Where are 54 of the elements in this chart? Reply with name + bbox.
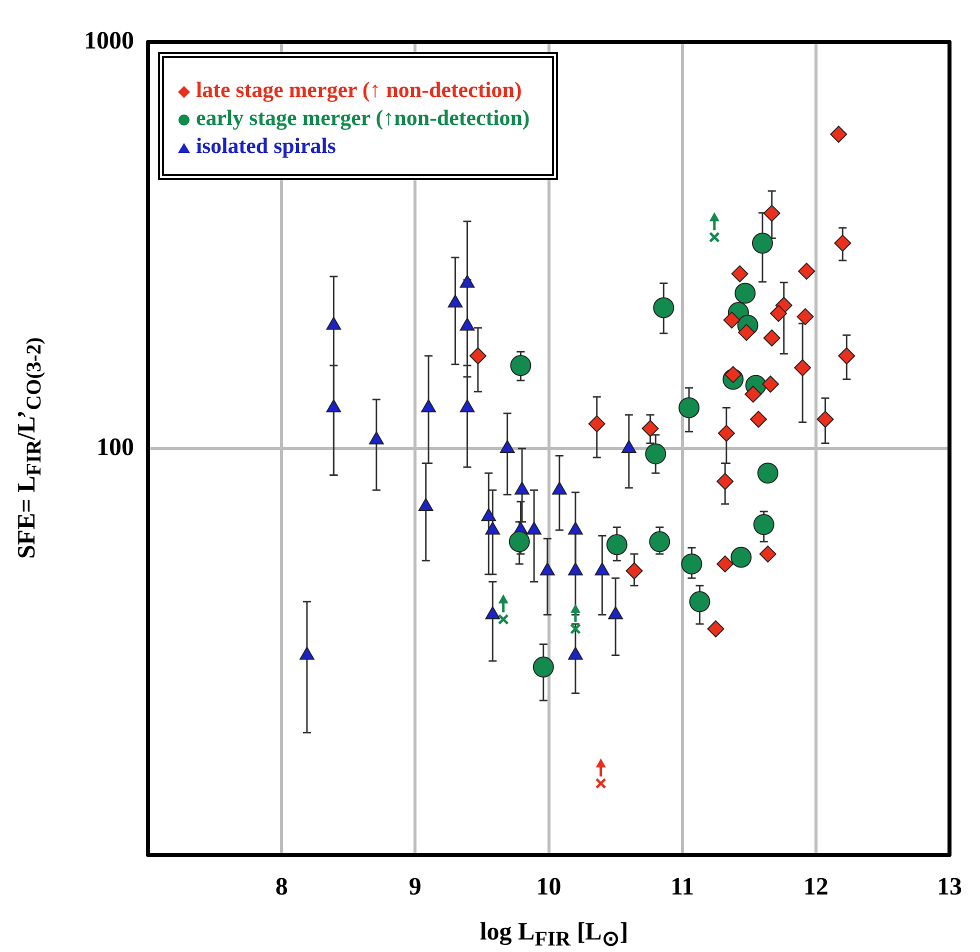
point [649,531,670,552]
point [763,329,780,346]
point [707,620,724,638]
point [645,443,666,464]
point [595,778,606,789]
point [653,297,674,318]
legend-label: late stage merger (↑ non-detection) [196,77,522,102]
point [834,234,852,252]
point [734,282,756,304]
legend-label: isolated spirals [196,133,336,158]
point [716,555,734,572]
point [532,656,554,678]
point [718,424,735,442]
point [510,355,532,376]
point [763,204,780,222]
y-tick-label: 1000 [84,27,134,54]
x-tick-label: 10 [536,873,562,900]
x-tick-label: 11 [670,873,694,900]
point [816,410,834,428]
point [830,126,848,143]
point [642,420,659,437]
point [716,472,734,490]
point [752,232,773,254]
x-tick-label: 9 [408,873,422,900]
legend-label: early stage merger (↑non-detection) [196,105,530,130]
point [469,347,486,364]
point [689,591,710,612]
point [794,359,812,376]
point [498,614,509,625]
point [606,534,628,556]
point [678,397,700,418]
point [838,347,856,364]
x-tick-label: 8 [275,873,288,900]
point [744,386,762,403]
point [798,262,816,280]
point [731,265,748,282]
point [796,308,814,326]
point [770,304,788,322]
point [708,232,720,243]
point [759,546,776,563]
point [730,546,752,568]
point [757,462,778,484]
y-tick-label: 100 [96,434,134,461]
point [626,562,643,580]
point [508,531,530,552]
point [753,514,774,536]
x-axis-title: log L$_{FIR}$ [L$_{⊙}$] [480,918,628,952]
x-tick-label: 12 [803,873,828,900]
point [681,553,702,574]
point [750,410,767,428]
point [762,376,779,393]
point [570,623,581,634]
point [588,415,606,432]
x-tick-label: 13 [937,873,962,900]
